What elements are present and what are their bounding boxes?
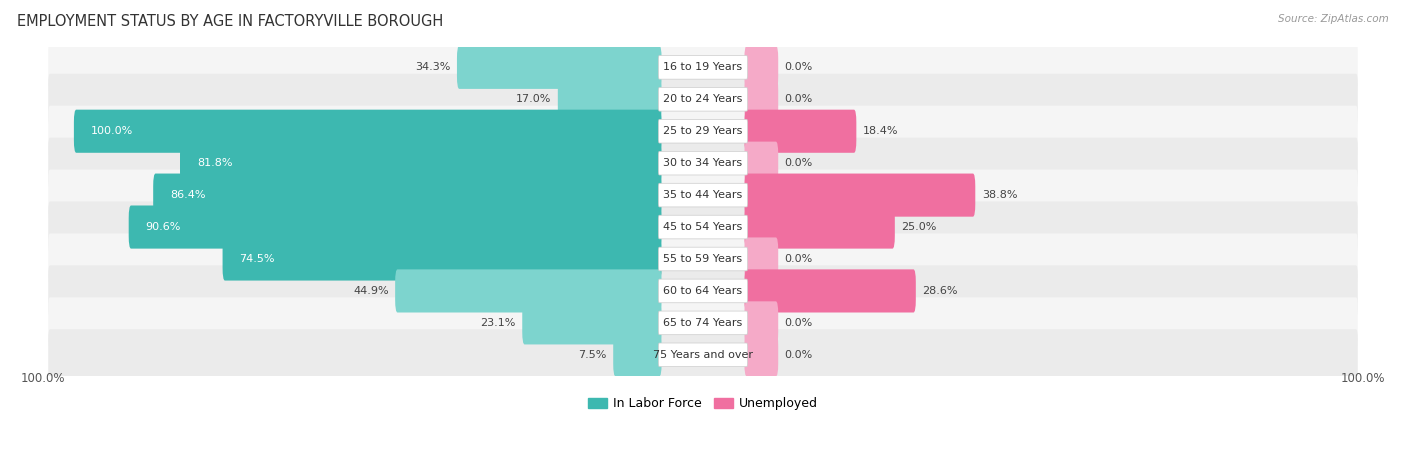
- FancyBboxPatch shape: [457, 46, 662, 89]
- Text: 100.0%: 100.0%: [21, 373, 65, 386]
- FancyBboxPatch shape: [129, 206, 662, 249]
- Text: 20 to 24 Years: 20 to 24 Years: [664, 94, 742, 104]
- FancyBboxPatch shape: [395, 269, 662, 313]
- FancyBboxPatch shape: [48, 234, 1358, 285]
- Text: 0.0%: 0.0%: [785, 318, 813, 328]
- Text: 0.0%: 0.0%: [785, 350, 813, 360]
- Text: 38.8%: 38.8%: [981, 190, 1017, 200]
- FancyBboxPatch shape: [153, 174, 662, 216]
- FancyBboxPatch shape: [744, 142, 778, 185]
- Text: Source: ZipAtlas.com: Source: ZipAtlas.com: [1278, 14, 1389, 23]
- FancyBboxPatch shape: [558, 78, 662, 121]
- FancyBboxPatch shape: [744, 301, 778, 345]
- FancyBboxPatch shape: [180, 142, 662, 185]
- Text: EMPLOYMENT STATUS BY AGE IN FACTORYVILLE BOROUGH: EMPLOYMENT STATUS BY AGE IN FACTORYVILLE…: [17, 14, 443, 28]
- Text: 34.3%: 34.3%: [415, 62, 450, 72]
- Text: 75 Years and over: 75 Years and over: [652, 350, 754, 360]
- Text: 17.0%: 17.0%: [516, 94, 551, 104]
- FancyBboxPatch shape: [48, 42, 1358, 93]
- FancyBboxPatch shape: [658, 183, 748, 207]
- Text: 25.0%: 25.0%: [901, 222, 936, 232]
- Legend: In Labor Force, Unemployed: In Labor Force, Unemployed: [583, 392, 823, 415]
- FancyBboxPatch shape: [744, 78, 778, 121]
- Text: 74.5%: 74.5%: [239, 254, 276, 264]
- Text: 25 to 29 Years: 25 to 29 Years: [664, 126, 742, 136]
- FancyBboxPatch shape: [744, 237, 778, 281]
- Text: 7.5%: 7.5%: [578, 350, 607, 360]
- FancyBboxPatch shape: [522, 301, 662, 345]
- FancyBboxPatch shape: [48, 329, 1358, 380]
- FancyBboxPatch shape: [48, 202, 1358, 253]
- FancyBboxPatch shape: [744, 269, 915, 313]
- Text: 18.4%: 18.4%: [863, 126, 898, 136]
- Text: 100.0%: 100.0%: [1341, 373, 1385, 386]
- FancyBboxPatch shape: [744, 206, 894, 249]
- FancyBboxPatch shape: [658, 311, 748, 335]
- Text: 23.1%: 23.1%: [481, 318, 516, 328]
- FancyBboxPatch shape: [658, 120, 748, 143]
- Text: 60 to 64 Years: 60 to 64 Years: [664, 286, 742, 296]
- Text: 35 to 44 Years: 35 to 44 Years: [664, 190, 742, 200]
- Text: 45 to 54 Years: 45 to 54 Years: [664, 222, 742, 232]
- FancyBboxPatch shape: [744, 174, 976, 216]
- Text: 86.4%: 86.4%: [170, 190, 205, 200]
- Text: 30 to 34 Years: 30 to 34 Years: [664, 158, 742, 168]
- Text: 65 to 74 Years: 65 to 74 Years: [664, 318, 742, 328]
- FancyBboxPatch shape: [48, 265, 1358, 317]
- Text: 0.0%: 0.0%: [785, 254, 813, 264]
- FancyBboxPatch shape: [48, 170, 1358, 221]
- FancyBboxPatch shape: [658, 87, 748, 111]
- FancyBboxPatch shape: [48, 74, 1358, 125]
- Text: 100.0%: 100.0%: [91, 126, 134, 136]
- FancyBboxPatch shape: [613, 333, 662, 377]
- Text: 0.0%: 0.0%: [785, 158, 813, 168]
- FancyBboxPatch shape: [658, 55, 748, 79]
- FancyBboxPatch shape: [744, 46, 778, 89]
- FancyBboxPatch shape: [658, 279, 748, 303]
- FancyBboxPatch shape: [658, 215, 748, 239]
- Text: 55 to 59 Years: 55 to 59 Years: [664, 254, 742, 264]
- FancyBboxPatch shape: [48, 297, 1358, 349]
- FancyBboxPatch shape: [48, 138, 1358, 189]
- Text: 16 to 19 Years: 16 to 19 Years: [664, 62, 742, 72]
- FancyBboxPatch shape: [658, 152, 748, 175]
- Text: 28.6%: 28.6%: [922, 286, 957, 296]
- Text: 0.0%: 0.0%: [785, 62, 813, 72]
- Text: 0.0%: 0.0%: [785, 94, 813, 104]
- Text: 44.9%: 44.9%: [353, 286, 388, 296]
- FancyBboxPatch shape: [744, 110, 856, 153]
- FancyBboxPatch shape: [658, 343, 748, 367]
- FancyBboxPatch shape: [222, 237, 662, 281]
- FancyBboxPatch shape: [658, 247, 748, 271]
- FancyBboxPatch shape: [75, 110, 662, 153]
- FancyBboxPatch shape: [48, 106, 1358, 157]
- FancyBboxPatch shape: [744, 333, 778, 377]
- Text: 81.8%: 81.8%: [197, 158, 232, 168]
- Text: 90.6%: 90.6%: [146, 222, 181, 232]
